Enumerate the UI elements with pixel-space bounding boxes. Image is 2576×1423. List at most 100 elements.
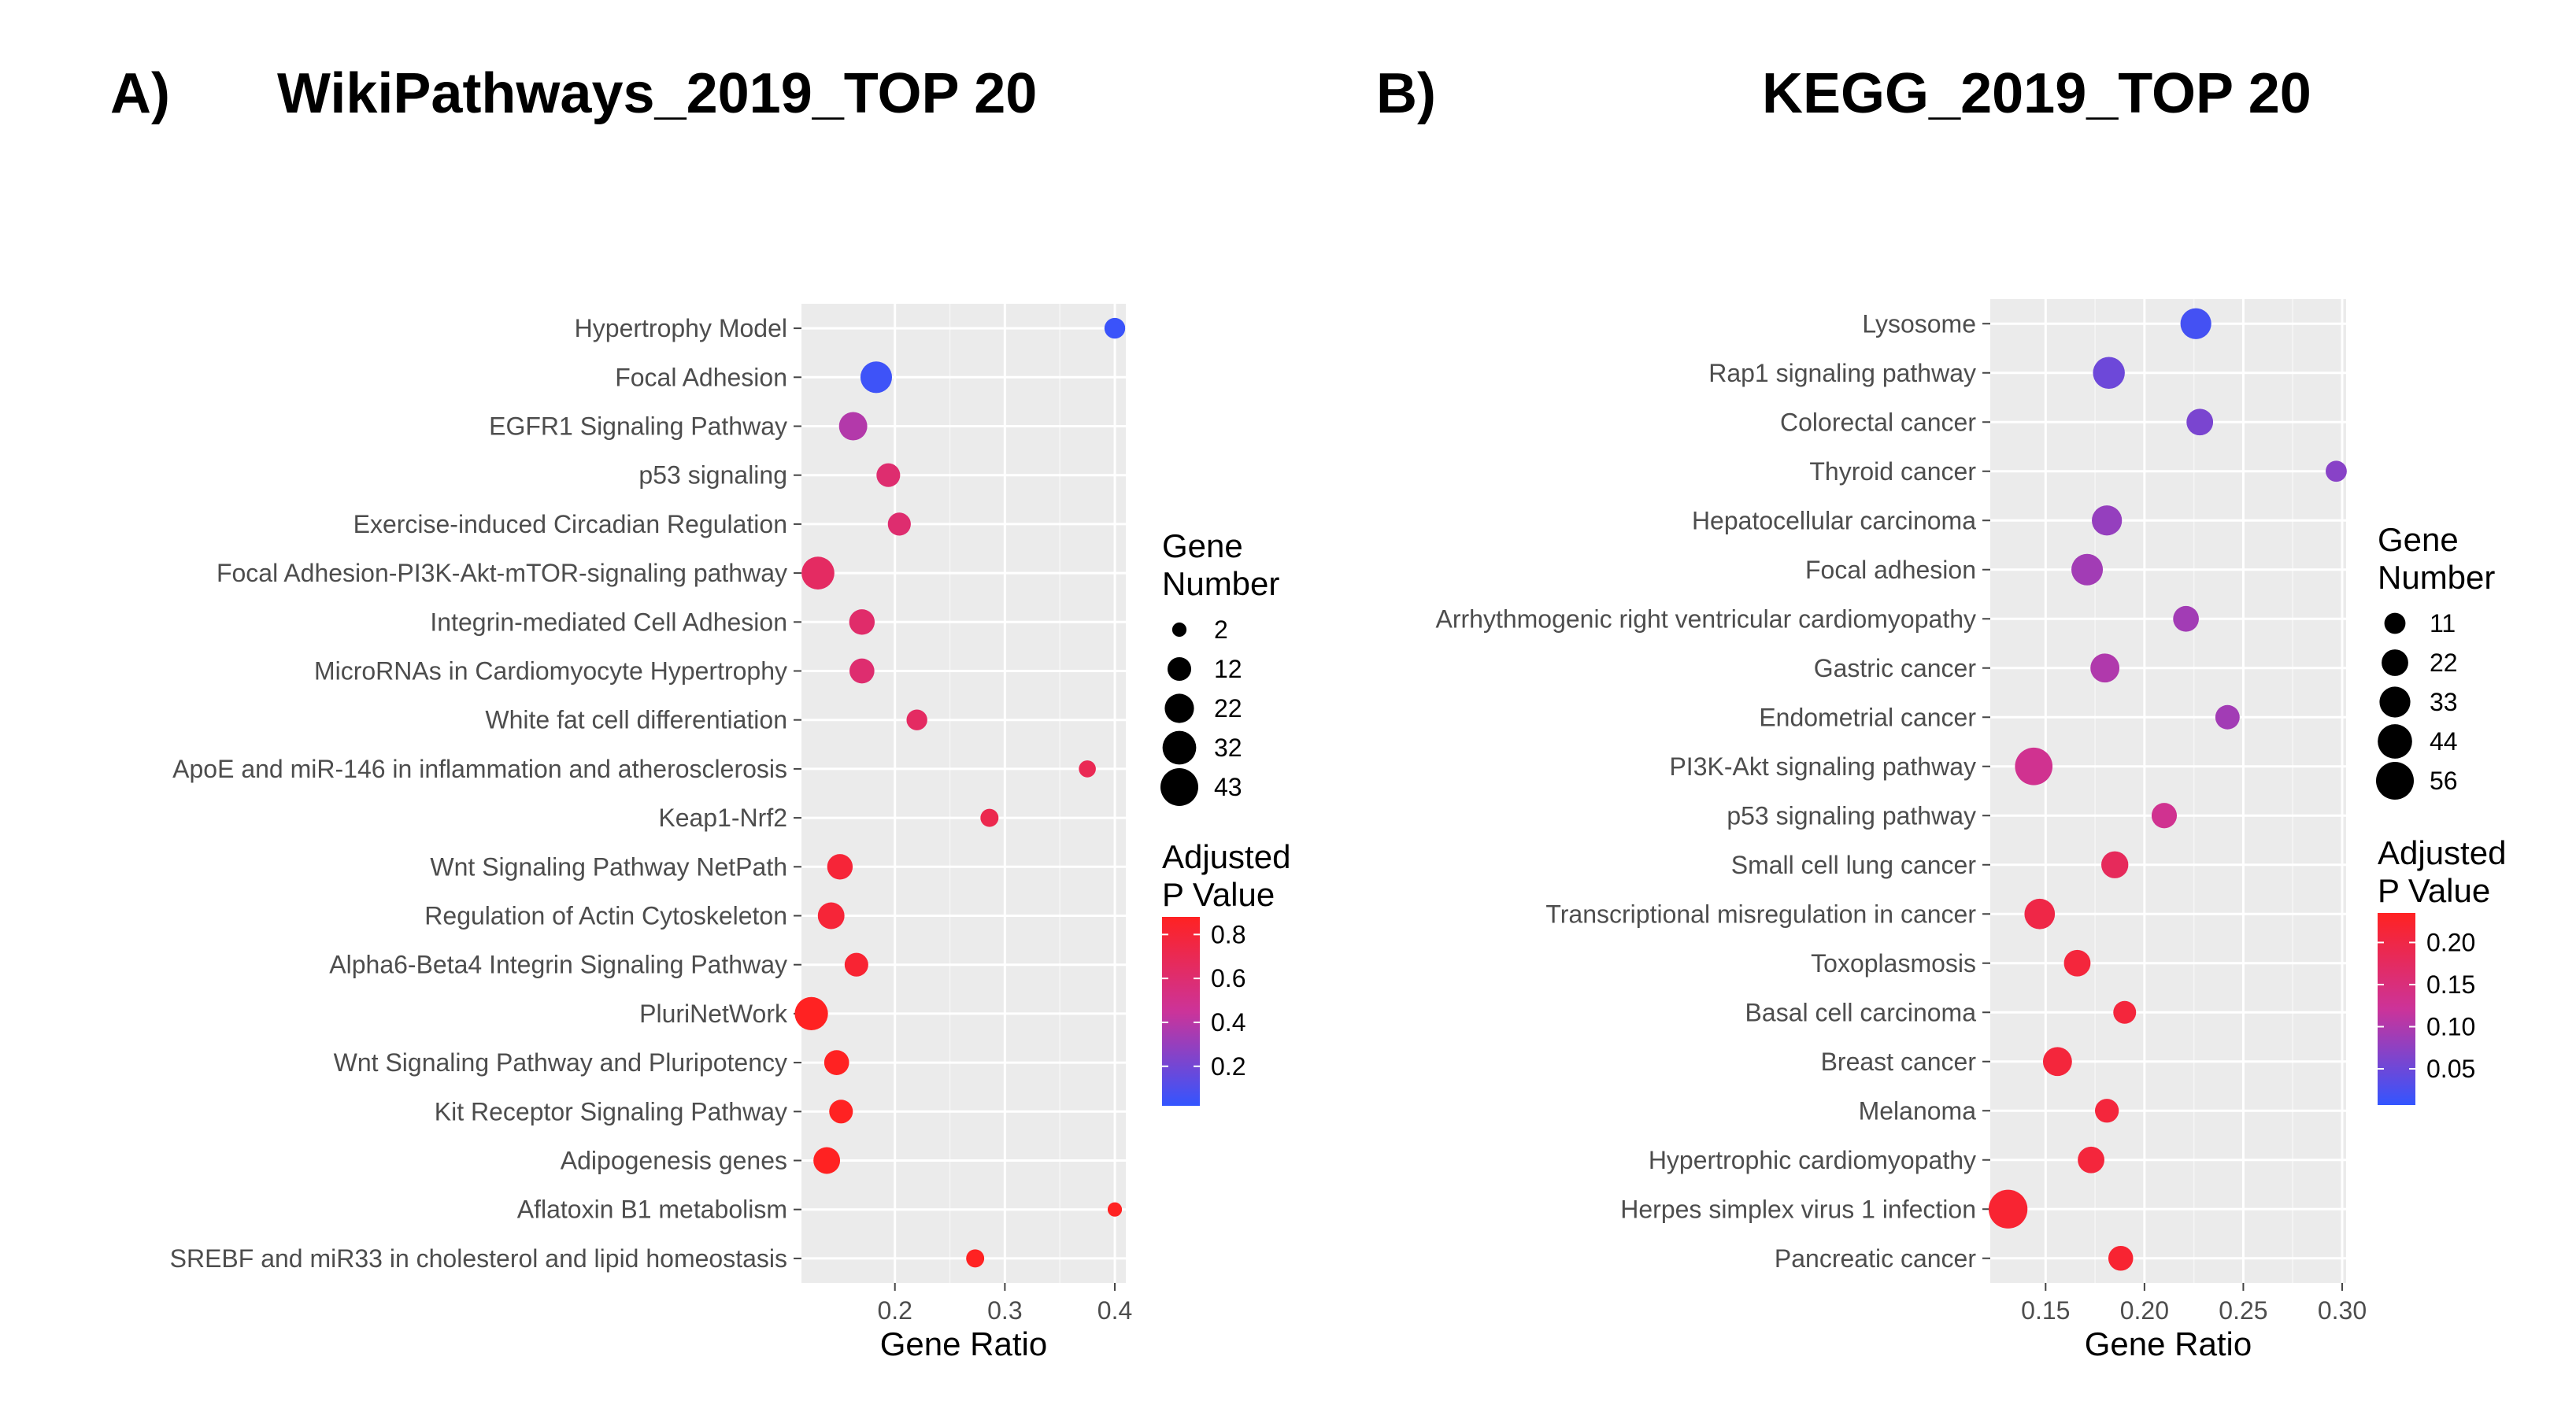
x-tick-label: 0.20 <box>2120 1296 2169 1325</box>
color-legend-label: 0.8 <box>1211 920 1245 948</box>
x-tick-label: 0.4 <box>1097 1296 1132 1325</box>
y-tick-label: Colorectal cancer <box>1780 408 1976 436</box>
size-legend-title: Gene <box>1162 527 1243 564</box>
color-legend-label: 0.10 <box>2426 1012 2475 1040</box>
panel-b: B) KEGG_2019_TOP 20 Lysosome Rap1 signali… <box>1307 0 2576 1423</box>
data-point <box>2108 1245 2134 1271</box>
x-tick-label: 0.30 <box>2318 1296 2367 1325</box>
data-point <box>813 1147 841 1174</box>
data-point <box>829 1100 853 1124</box>
y-tick-label: Wnt Signaling Pathway and Pluripotency <box>334 1048 787 1077</box>
y-tick-label: White fat cell differentiation <box>485 706 787 734</box>
data-point <box>860 361 893 394</box>
size-legend-label: 33 <box>2430 688 2458 716</box>
panel-a-chart: Hypertrophy Model Focal Adhesion EGFR1 Sig… <box>170 304 1290 1362</box>
data-point <box>824 1050 849 1075</box>
size-legend-label: 43 <box>1214 773 1242 801</box>
y-tick-label: EGFR1 Signaling Pathway <box>489 412 787 441</box>
size-legend-label: 56 <box>2430 767 2458 795</box>
data-point <box>2093 357 2125 389</box>
y-tick-label: p53 signaling <box>638 461 787 490</box>
data-point <box>838 412 868 441</box>
y-tick-label: Thyroid cancer <box>1809 457 1976 486</box>
data-point <box>794 996 828 1031</box>
size-legend-dot <box>2378 724 2412 759</box>
data-point <box>1104 317 1126 339</box>
y-tick-label: Endometrial cancer <box>1759 703 1976 731</box>
data-point <box>2094 1099 2119 1123</box>
y-tick-label: Lysosome <box>1862 309 1976 338</box>
size-legend-dot <box>2376 762 2414 800</box>
y-tick-label: Wnt Signaling Pathway NetPath <box>430 852 787 881</box>
y-tick-label: Focal Adhesion <box>615 363 787 391</box>
x-tick-label: 0.15 <box>2021 1296 2070 1325</box>
y-tick-label: Alpha6-Beta4 Integrin Signaling Pathway <box>329 951 787 979</box>
size-legend-dot <box>1162 730 1197 765</box>
panel-b-chart: Lysosome Rap1 signaling pathway Colorectal… <box>1435 299 2506 1362</box>
data-point <box>2113 1000 2137 1024</box>
panel-a-label: A) <box>110 62 170 125</box>
size-legend-label: 32 <box>1214 734 1242 762</box>
color-legend-label: 0.6 <box>1211 964 1245 992</box>
size-legend-label: 2 <box>1214 615 1228 644</box>
color-legend-title: P Value <box>1162 876 1275 913</box>
data-point <box>2071 553 2104 586</box>
size-legend-label: 22 <box>1214 694 1242 723</box>
size-legend-dot <box>1160 768 1198 806</box>
panel-a: A) WikiPathways_2019_TOP 20 Hypertrophy … <box>110 62 1290 1362</box>
color-legend-label: 0.15 <box>2426 970 2475 999</box>
data-point <box>2063 949 2091 977</box>
data-point <box>817 902 845 930</box>
y-tick-label: Exercise-induced Circadian Regulation <box>353 510 787 538</box>
y-tick-label: Small cell lung cancer <box>1731 851 1977 879</box>
y-tick-label: Hypertrophy Model <box>575 314 787 342</box>
size-legend-dot <box>2382 649 2408 676</box>
color-legend-bar <box>1162 917 1200 1106</box>
color-legend-label: 0.05 <box>2426 1055 2475 1083</box>
data-point <box>2078 1146 2104 1174</box>
y-tick-label: p53 signaling pathway <box>1727 801 1976 830</box>
y-tick-label: Basal cell carcinoma <box>1745 998 1977 1026</box>
y-tick-label: Hypertrophic cardiomyopathy <box>1649 1146 1976 1174</box>
x-tick-label: 0.25 <box>2219 1296 2267 1325</box>
data-point <box>906 709 927 730</box>
size-legend-title: Gene <box>2378 521 2459 558</box>
data-point <box>849 658 875 684</box>
data-point <box>876 463 901 487</box>
panel-b-label: B) <box>1376 62 1436 125</box>
size-legend-label: 11 <box>2430 609 2456 638</box>
y-tick-label: MicroRNAs in Cardiomyocyte Hypertrophy <box>314 657 787 686</box>
size-legend-label: 12 <box>1214 655 1242 683</box>
y-tick-label: Hepatocellular carcinoma <box>1692 506 1976 534</box>
y-tick-label: Focal adhesion <box>1805 556 1976 584</box>
data-point <box>2215 704 2240 730</box>
y-tick-label: PluriNetWork <box>639 1000 788 1028</box>
color-legend-label: 0.20 <box>2426 928 2475 956</box>
data-point <box>2015 747 2053 785</box>
y-tick-label: SREBF and miR33 in cholesterol and lipid… <box>170 1244 787 1273</box>
y-tick-label: Toxoplasmosis <box>1811 949 1976 978</box>
x-axis-label: Gene Ratio <box>2085 1325 2252 1362</box>
y-tick-label: Aflatoxin B1 metabolism <box>517 1196 787 1224</box>
y-tick-label: Herpes simplex virus 1 infection <box>1620 1195 1976 1223</box>
data-point <box>887 512 911 536</box>
size-legend-dot <box>2379 686 2411 718</box>
y-tick-label: Keap1-Nrf2 <box>658 804 787 832</box>
data-point <box>801 556 835 590</box>
x-axis-label: Gene Ratio <box>880 1325 1047 1362</box>
y-tick-label: Kit Receptor Signaling Pathway <box>435 1097 787 1125</box>
data-point <box>966 1249 985 1268</box>
color-legend-title: Adjusted <box>1162 838 1290 875</box>
y-tick-label: PI3K-Akt signaling pathway <box>1669 752 1976 781</box>
y-tick-label: Integrin-mediated Cell Adhesion <box>430 608 787 636</box>
data-point <box>2101 851 2129 878</box>
y-tick-label: Arrhythmogenic right ventricular cardiom… <box>1435 604 1976 633</box>
data-point <box>2090 653 2120 683</box>
color-legend-label: 0.2 <box>1211 1052 1245 1081</box>
data-point <box>1079 760 1096 778</box>
data-point <box>827 854 853 880</box>
size-legend-dot <box>2384 612 2406 634</box>
data-point <box>1107 1202 1123 1217</box>
color-legend-title: P Value <box>2378 872 2490 909</box>
size-legend-title: Number <box>1162 565 1279 602</box>
